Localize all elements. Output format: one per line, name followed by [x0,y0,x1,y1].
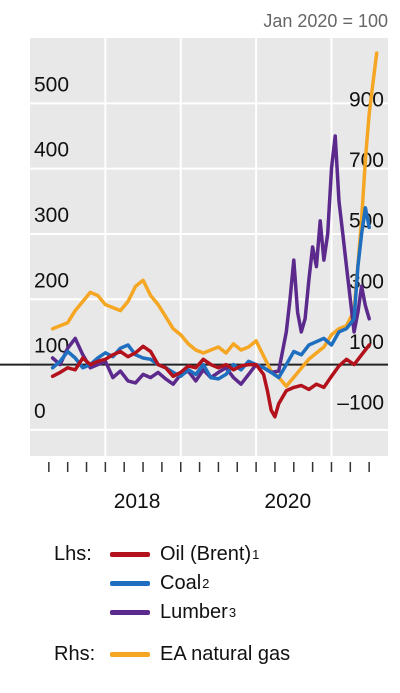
right-axis-tick-label: –100 [337,391,384,414]
legend-footnote: 2 [202,575,210,591]
legend-label: Coal [160,571,202,594]
plot-area [30,38,388,456]
legend-item-ea-natural-gas: Rhs: EA natural gas [54,639,290,669]
legend: Lhs: Oil (Brent) 1 Coal 2 Lumber 3 Rhs: EA natur… [0,535,400,685]
series-line-ea-natural-gas [50,51,379,389]
legend-item-oil-brent: Lhs: Oil (Brent) 1 [54,539,259,569]
legend-label: Lumber [160,600,228,623]
x-axis-tick-labels: 2018 2020 [114,490,311,513]
legend-footnote: 1 [252,546,260,562]
legend-axis-label: Lhs: [54,542,92,565]
legend-swatch [110,551,150,557]
right-axis-tick-label: 900 [349,89,384,112]
left-axis-tick-label: 300 [34,204,69,227]
x-axis-tick-label: 2018 [114,490,161,513]
legend-swatch [110,651,150,657]
x-axis-ticks [48,462,370,472]
index-note: Jan 2020 = 100 [263,11,388,31]
left-axis-tick-label: 500 [34,73,69,96]
legend-label: Oil (Brent) [160,542,252,565]
legend-axis-label: Rhs: [54,642,96,665]
legend-label: EA natural gas [160,642,291,665]
left-axis-tick-label: 0 [34,400,46,423]
legend-footnote: 3 [228,604,237,620]
legend-item-coal: Coal 2 [110,568,209,598]
left-axis-tick-label: 400 [34,139,69,162]
left-axis-tick-label: 100 [34,335,69,358]
plot-background [30,38,388,456]
series-lines [50,51,379,419]
series-line-coal [50,206,371,381]
right-axis-tick-label: 100 [349,331,384,354]
legend-item-lumber: Lumber 3 [110,597,236,627]
legend-swatch [110,609,150,615]
left-axis-tick-labels: 0 100 200 300 400 500 [34,73,69,423]
left-axis-tick-label: 200 [34,269,69,292]
legend-swatch [110,580,150,586]
x-axis-tick-label: 2020 [264,490,311,513]
series-line-oil-brent [50,343,371,419]
